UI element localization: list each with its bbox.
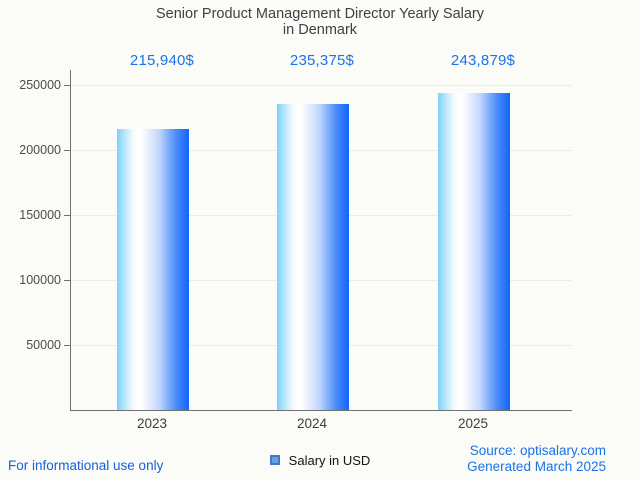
- generated-text: Generated March 2025: [467, 459, 606, 474]
- y-tick-mark: [63, 214, 70, 216]
- chart-title: Senior Product Management Director Yearl…: [0, 6, 640, 38]
- plot-area: 50000 100000 150000 200000 250000: [19, 70, 572, 411]
- source-text: Source: optisalary.com: [469, 443, 606, 458]
- bar-value-label: 215,940$: [129, 52, 195, 69]
- gridline: [71, 85, 572, 86]
- bar-2024: [277, 104, 349, 410]
- disclaimer-text: For informational use only: [8, 458, 164, 473]
- bar-value-label: 235,375$: [289, 52, 355, 69]
- y-tick-label: 150000: [19, 208, 61, 222]
- y-tick-mark: [63, 344, 70, 346]
- y-tick-label: 200000: [19, 143, 61, 157]
- y-tick-mark: [63, 149, 70, 151]
- x-axis-label-2025: 2025: [457, 416, 489, 431]
- chart-title-line2: in Denmark: [282, 22, 358, 38]
- chart-legend: Salary in USD: [0, 450, 640, 470]
- y-tick-mark: [63, 84, 70, 86]
- chart-title-line1: Senior Product Management Director Yearl…: [155, 6, 485, 22]
- bar-2025: [438, 93, 510, 410]
- bar-value-label: 243,879$: [450, 52, 516, 69]
- y-tick-label: 100000: [19, 273, 61, 287]
- legend-label: Salary in USD: [288, 452, 371, 468]
- source-block: Source: optisalary.com Generated March 2…: [467, 443, 606, 475]
- x-axis-label-2023: 2023: [136, 416, 168, 431]
- x-axis-label-2024: 2024: [296, 416, 328, 431]
- y-tick-label: 250000: [19, 78, 61, 92]
- y-tick-mark: [63, 279, 70, 281]
- y-tick-label: 50000: [26, 338, 61, 352]
- bar-2023: [117, 129, 189, 410]
- legend-swatch-icon: [269, 455, 280, 465]
